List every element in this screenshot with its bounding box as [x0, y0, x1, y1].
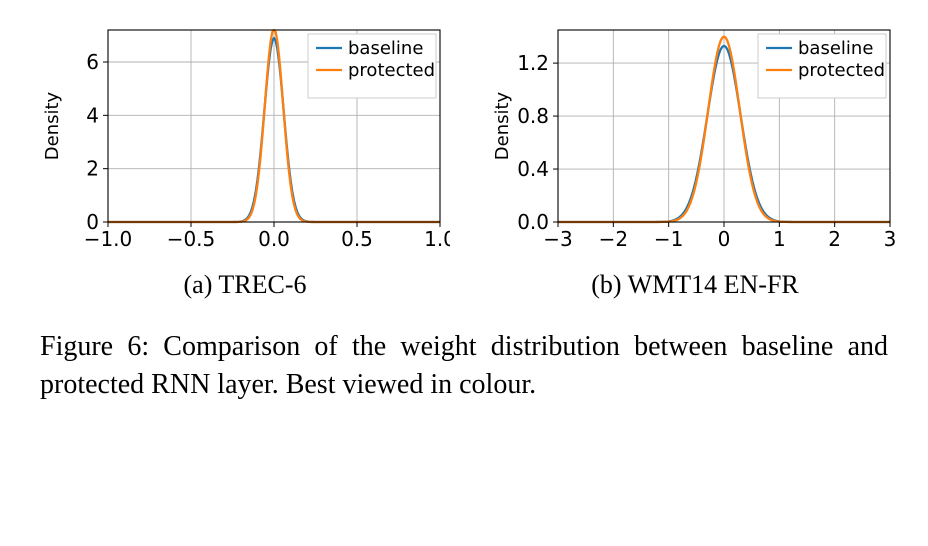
svg-text:1.2: 1.2 — [517, 51, 549, 75]
svg-text:0.5: 0.5 — [341, 227, 373, 251]
svg-text:2: 2 — [86, 157, 99, 181]
chart-panel-trec6: −1.0−0.50.00.51.00246Densitybaselineprot… — [40, 20, 450, 300]
svg-text:0.8: 0.8 — [517, 104, 549, 128]
svg-text:4: 4 — [86, 103, 99, 127]
chart-panel-wmt14: −3−2−101230.00.40.81.2Densitybaselinepro… — [490, 20, 900, 300]
svg-text:Density: Density — [492, 91, 513, 160]
svg-text:6: 6 — [86, 50, 99, 74]
svg-text:baseline: baseline — [798, 38, 873, 59]
svg-text:Density: Density — [42, 91, 63, 160]
subcaption-trec6: (a) TREC-6 — [184, 270, 307, 300]
svg-text:protected: protected — [348, 60, 435, 81]
chart-svg-wmt14: −3−2−101230.00.40.81.2Densitybaselinepro… — [490, 20, 900, 260]
chart-svg-trec6: −1.0−0.50.00.51.00246Densitybaselineprot… — [40, 20, 450, 260]
svg-text:0.0: 0.0 — [258, 227, 290, 251]
svg-text:0.4: 0.4 — [517, 157, 549, 181]
charts-row: −1.0−0.50.00.51.00246Densitybaselineprot… — [40, 20, 888, 300]
svg-text:baseline: baseline — [348, 38, 423, 59]
svg-text:1.0: 1.0 — [424, 227, 450, 251]
svg-text:0: 0 — [86, 210, 99, 234]
svg-text:−0.5: −0.5 — [167, 227, 216, 251]
svg-text:−2: −2 — [599, 227, 628, 251]
svg-text:3: 3 — [884, 227, 897, 251]
svg-text:1: 1 — [773, 227, 786, 251]
subcaption-wmt14: (b) WMT14 EN-FR — [591, 270, 799, 300]
svg-text:−1: −1 — [654, 227, 683, 251]
svg-text:protected: protected — [798, 60, 885, 81]
svg-text:2: 2 — [828, 227, 841, 251]
svg-text:0: 0 — [718, 227, 731, 251]
figure-caption: Figure 6: Comparison of the weight distr… — [40, 328, 888, 404]
svg-text:0.0: 0.0 — [517, 210, 549, 234]
